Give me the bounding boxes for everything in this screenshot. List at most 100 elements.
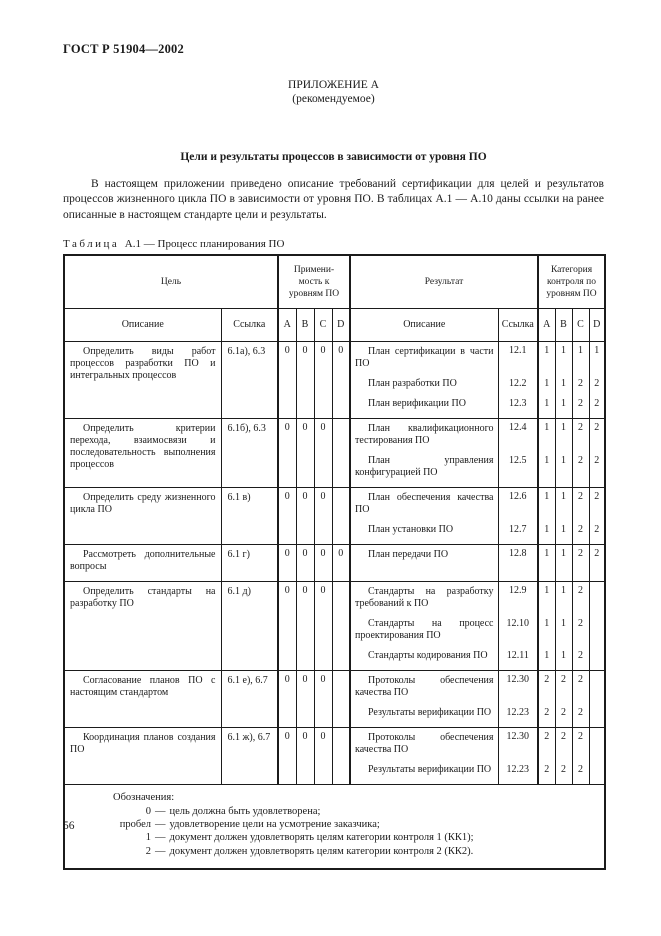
applicability-cell: 0: [277, 544, 297, 582]
goal-description-cell: Координация планов создания ПО: [63, 727, 222, 785]
goal-description-text: Определить критерии перехода, взаимосвяз…: [70, 423, 216, 471]
table-caption-number: А.1: [124, 238, 141, 251]
control-category-cell: 1: [537, 650, 556, 671]
result-description-text: Протоколы обеспечения качества ПО: [355, 732, 494, 756]
applicability-cell: 0: [277, 670, 297, 728]
result-reference-cell: 12.30: [497, 670, 539, 708]
header-result-reference: Ссылка: [497, 308, 539, 343]
applicability-cell: 0: [277, 581, 297, 671]
goal-description-cell: Согласование планов ПО с настоящим станд…: [63, 670, 222, 728]
control-category-cell: 2: [571, 707, 590, 728]
result-reference-cell: 12.9: [497, 581, 539, 619]
header-result-description: Описание: [349, 308, 499, 343]
result-description-cell: Стандарты на процесс проектирования ПО: [349, 618, 499, 651]
applicability-cell: 0: [331, 341, 351, 419]
control-category-cell: 1: [537, 581, 556, 619]
result-reference-cell: 12.3: [497, 398, 539, 419]
applicability-cell: 0: [295, 544, 315, 582]
control-category-cell: 2: [571, 618, 590, 651]
result-description-text: Стандарты на разработку требований к ПО: [355, 586, 494, 610]
table-row: Определить среду жизненного цикла ПО 6.1 …: [63, 487, 606, 545]
applicability-cell: 0: [313, 544, 333, 582]
table-row: Результаты верификации ПО 12.23 2 2 2: [64, 707, 606, 728]
goal-description-cell: Определить виды работ процессов разработ…: [63, 341, 222, 419]
table-body: Определить виды работ процессов разработ…: [63, 341, 606, 785]
goal-reference-cell: 6.1 в): [220, 487, 279, 545]
applicability-cell: 0: [295, 341, 315, 419]
result-description-text: Протоколы обеспечения качества ПО: [355, 675, 494, 699]
goal-description-text: Определить среду жизненного цикла ПО: [70, 492, 216, 516]
control-category-cell: 1: [554, 650, 573, 671]
control-category-cell: 2: [571, 398, 590, 419]
note-text: документ должен удовлетворять целям кате…: [169, 832, 474, 844]
result-description-text: План разработки ПО: [368, 378, 457, 390]
applicability-cell: 0: [295, 727, 315, 785]
notes-cell: Обозначения: 0— цель должна быть удовлетв…: [63, 784, 606, 870]
notes-row: Обозначения: 0— цель должна быть удовлетв…: [63, 784, 606, 870]
note-line: 1 — документ должен удовлетворять целям ка…: [87, 831, 596, 844]
control-category-cell: 2: [571, 455, 590, 488]
table-row: План разработки ПО 12.2 1 1 2 2: [64, 378, 606, 399]
result-reference-cell: 12.2: [497, 378, 539, 399]
control-category-cell: 1: [537, 544, 556, 582]
appendix-subtitle: (рекомендуемое): [292, 92, 375, 105]
control-category-cell: 2: [554, 707, 573, 728]
applicability-cell: [331, 670, 351, 728]
result-description-cell: План сертификации в части ПО: [349, 341, 499, 379]
goal-description-cell: Определить среду жизненного цикла ПО: [63, 487, 222, 545]
control-category-cell: 2: [537, 727, 556, 765]
header-goal-description: Описание: [63, 308, 222, 343]
control-category-cell: [588, 618, 606, 651]
applicability-cell: 0: [295, 418, 315, 488]
note-line: пробел — удовлетворение цели на усмотрение…: [87, 818, 596, 831]
note-text: документ должен удовлетворять целям кате…: [169, 845, 474, 857]
note-line: 0 — цель должна быть удовлетворена;: [87, 805, 596, 818]
table-row: Определить критерии перехода, взаимосвяз…: [63, 418, 606, 488]
result-description-text: План верификации ПО: [368, 398, 466, 410]
table-header: Цель Примени- мость к уровням ПО Результ…: [63, 255, 606, 343]
table-row: Стандарты кодирования ПО 12.11 1 1 2: [64, 650, 606, 671]
result-description-text: План установки ПО: [368, 524, 454, 536]
table-row: Определить виды работ процессов разработ…: [63, 341, 606, 419]
control-category-cell: 2: [571, 581, 590, 619]
header-control-category: Категория контроля по уровням ПО: [537, 255, 606, 310]
table-row: План установки ПО 12.7 1 1 2 2: [64, 524, 606, 545]
control-category-cell: 1: [554, 487, 573, 525]
note-term: пробел: [119, 819, 151, 831]
applicability-cell: 0: [277, 341, 297, 419]
applicability-cell: 0: [313, 670, 333, 728]
result-reference-cell: 12.10: [497, 618, 539, 651]
note-text: удовлетворение цели на усмотрение заказч…: [169, 819, 380, 831]
result-description-cell: План установки ПО: [349, 524, 499, 545]
control-category-cell: 2: [571, 670, 590, 708]
control-category-cell: 1: [554, 544, 573, 582]
applicability-cell: [331, 487, 351, 545]
control-category-cell: 2: [571, 524, 590, 545]
control-category-cell: 1: [537, 487, 556, 525]
applicability-cell: [331, 418, 351, 488]
table-row: Определить стандарты на разработку ПО 6.1…: [63, 581, 606, 671]
note-term: 1: [145, 832, 151, 844]
result-description-cell: Стандарты кодирования ПО: [349, 650, 499, 671]
control-category-cell: 2: [588, 487, 606, 525]
control-category-cell: 2: [554, 670, 573, 708]
control-category-cell: 2: [537, 764, 556, 785]
result-reference-cell: 12.4: [497, 418, 539, 456]
applicability-cell: 0: [331, 544, 351, 582]
control-category-cell: 1: [537, 455, 556, 488]
control-category-cell: 1: [537, 341, 556, 379]
doc-number: ГОСТ Р 51904—2002: [63, 42, 184, 56]
control-category-cell: 1: [537, 524, 556, 545]
result-reference-cell: 12.30: [497, 727, 539, 765]
applicability-cell: 0: [313, 487, 333, 545]
notes-items: 0— цель должна быть удовлетворена; пробел —…: [87, 805, 596, 859]
control-category-cell: 1: [554, 581, 573, 619]
control-category-cell: 2: [588, 418, 606, 456]
applicability-cell: 0: [277, 487, 297, 545]
control-category-cell: 2: [571, 727, 590, 765]
table-row: Результаты верификации ПО 12.23 2 2 2: [64, 764, 606, 785]
process-planning-table: Цель Примени- мость к уровням ПО Результ…: [63, 254, 607, 871]
applicability-cell: [331, 727, 351, 785]
result-reference-cell: 12.6: [497, 487, 539, 525]
goal-reference-cell: 6.1 ж), 6.7: [220, 727, 279, 785]
